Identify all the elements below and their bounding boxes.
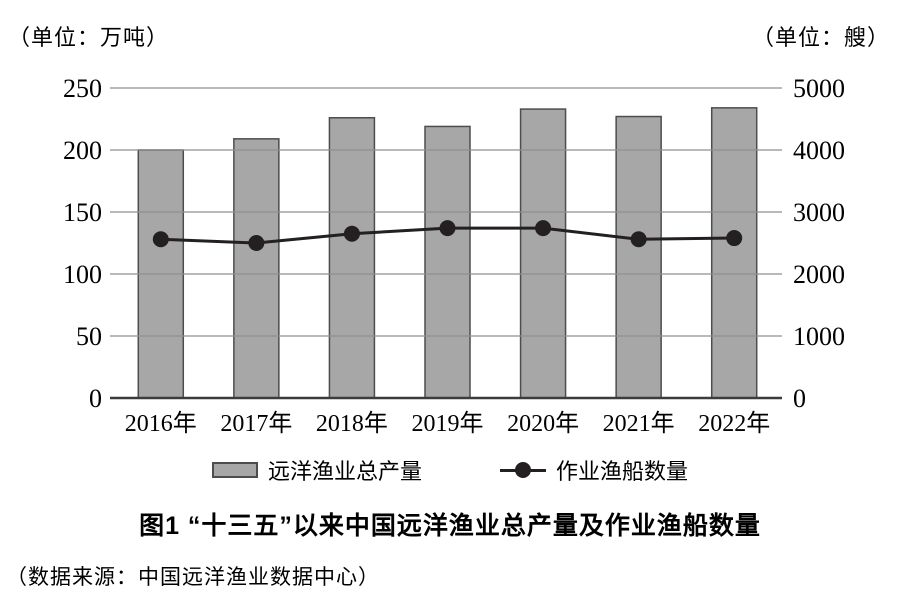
x-tick-2020年: 2020年 — [507, 410, 579, 437]
x-tick-2021年: 2021年 — [603, 410, 675, 437]
left-axis-unit-label: （单位：万吨） — [8, 25, 170, 50]
line-point-2020年 — [535, 220, 552, 237]
x-tick-2018年: 2018年 — [316, 410, 388, 437]
right-axis-tick-5000: 5000 — [793, 74, 845, 103]
right-axis-tick-1000: 1000 — [793, 322, 845, 351]
legend: 远洋渔业总产量 作业渔船数量 — [0, 454, 900, 486]
bar-swatch-icon — [211, 462, 258, 478]
left-axis-tick-0: 0 — [89, 384, 102, 413]
x-tick-2019年: 2019年 — [412, 410, 484, 437]
bar-2017年 — [233, 138, 280, 399]
right-axis-tick-0: 0 — [793, 384, 806, 413]
right-axis-unit-label: （单位：艘） — [751, 25, 890, 50]
right-axis-tick-4000: 4000 — [793, 136, 845, 165]
line-point-2022年 — [726, 230, 743, 247]
left-axis-tick-250: 250 — [63, 74, 102, 103]
figure-title: 图1 “十三五”以来中国远洋渔业总产量及作业渔船数量 — [139, 512, 761, 540]
legend-item-production: 远洋渔业总产量 — [211, 454, 422, 486]
x-tick-2017年: 2017年 — [220, 410, 292, 437]
data-source-note: （数据来源：中国远洋渔业数据中心） — [6, 565, 380, 589]
legend-item-vessels: 作业渔船数量 — [500, 454, 688, 486]
bar-2019年 — [424, 125, 471, 399]
line-point-2017年 — [248, 235, 265, 251]
legend-label-vessels: 作业渔船数量 — [556, 459, 689, 484]
left-axis-tick-100: 100 — [63, 260, 102, 289]
right-axis-tick-2000: 2000 — [793, 260, 845, 289]
bar-2021年 — [615, 115, 662, 399]
line-point-2019年 — [439, 220, 456, 237]
x-tick-2016年: 2016年 — [125, 410, 197, 437]
chart-canvas: 0 0 50 1000 100 2000 150 3000 200 4000 250 5000 2016… — [63, 74, 845, 437]
line-dot-marker-icon — [500, 462, 546, 478]
chart-area: 0 0 50 1000 100 2000 150 3000 200 4000 250 5000 2016… — [63, 74, 845, 437]
bar-2018年 — [328, 117, 376, 399]
line-point-2016年 — [152, 231, 169, 248]
left-axis-tick-150: 150 — [63, 198, 102, 227]
bar-2020年 — [519, 108, 567, 399]
left-axis-tick-200: 200 — [63, 136, 102, 165]
line-point-2018年 — [343, 225, 360, 242]
bar-2022年 — [710, 107, 758, 399]
legend-label-production: 远洋渔业总产量 — [267, 459, 422, 484]
right-axis-tick-3000: 3000 — [793, 198, 845, 227]
line-point-2021年 — [630, 231, 647, 248]
x-tick-2022年: 2022年 — [698, 410, 770, 437]
left-axis-tick-50: 50 — [76, 322, 102, 351]
